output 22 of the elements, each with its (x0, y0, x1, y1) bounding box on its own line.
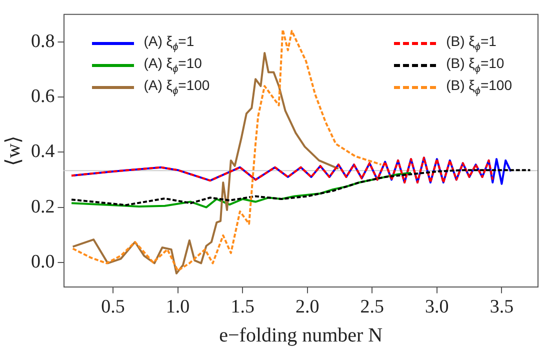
x-tick-label: 1.0 (166, 296, 190, 318)
legend-label: (B) ξ$_{ϕ}$=10 (446, 55, 504, 76)
legend-label: (B) ξ$_{ϕ}$=1 (446, 33, 496, 54)
x-tick-label: 3.0 (425, 296, 449, 318)
y-tick-label: 0.2 (31, 196, 55, 218)
y-axis-title: ⟨w⟩ (2, 136, 24, 166)
legend-label: (A) ξ$_{ϕ}$=10 (144, 55, 202, 76)
y-tick-label: 0.0 (31, 251, 55, 272)
legend-label: (A) ξ$_{ϕ}$=100 (144, 77, 210, 98)
y-tick-label: 0.8 (31, 30, 55, 52)
x-tick-label: 1.5 (230, 296, 254, 318)
x-axis-title: e−folding number N (219, 324, 383, 346)
x-tick-label: 2.5 (360, 296, 384, 318)
legend-label: (A) ξ$_{ϕ}$=1 (144, 33, 194, 54)
x-tick-label: 0.5 (101, 296, 125, 318)
x-tick-label: 3.5 (490, 296, 514, 318)
y-tick-label: 0.4 (31, 141, 56, 162)
legend-label: (B) ξ$_{ϕ}$=100 (446, 77, 512, 98)
y-tick-label: 0.6 (31, 86, 55, 108)
line-series (72, 28, 382, 272)
x-tick-label: 2.0 (295, 296, 320, 318)
line-series (70, 169, 532, 206)
